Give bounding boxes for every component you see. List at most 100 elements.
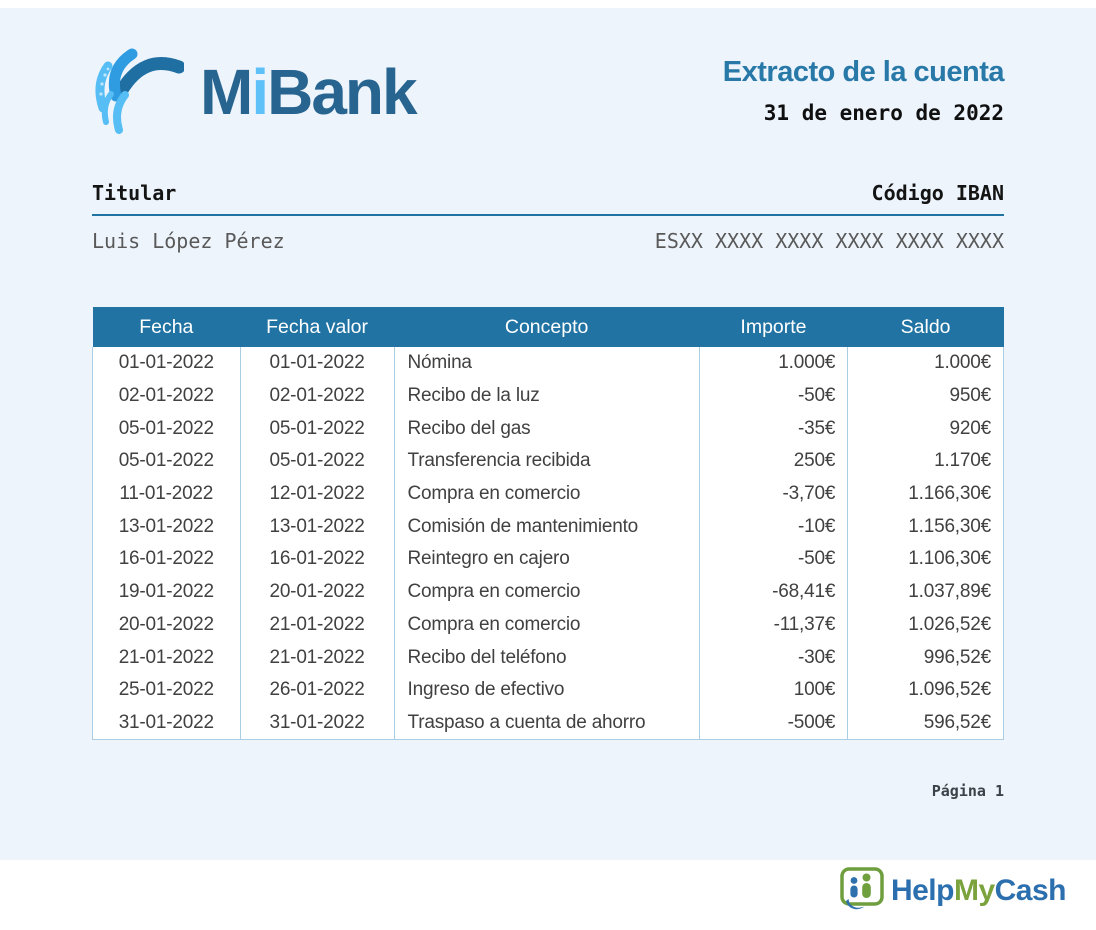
fecha-valor-cell: 16-01-2022 <box>239 543 395 576</box>
fecha-valor-cell: 05-01-2022 <box>239 445 395 478</box>
concepto-cell: Comisión de mantenimiento <box>393 510 700 544</box>
table-row: 01-01-2022 01-01-2022 Nómina 1.000€ 1.000€ <box>92 347 1004 380</box>
table-body: 01-01-2022 01-01-2022 Nómina 1.000€ 1.000€ 02… <box>92 347 1004 741</box>
statement-title: Extracto de la cuenta <box>722 56 1005 88</box>
table-row: 11-01-2022 12-01-2022 Compra en comercio -3… <box>92 477 1004 511</box>
col-header-importe: Importe <box>699 307 848 347</box>
fecha-valor-cell: 26-01-2022 <box>239 673 395 707</box>
concepto-cell: Recibo del gas <box>393 412 700 446</box>
account-divider <box>92 214 1004 216</box>
concepto-cell: Recibo de la luz <box>393 379 700 413</box>
holder-name: Luis López Pérez <box>92 229 285 253</box>
fecha-valor-cell: 21-01-2022 <box>239 641 395 674</box>
importe-cell: -30€ <box>698 641 849 674</box>
importe-cell: 100€ <box>698 673 849 707</box>
fecha-valor-cell: 12-01-2022 <box>239 477 395 511</box>
col-header-concepto: Concepto <box>394 307 700 347</box>
saldo-cell: 996,52€ <box>847 641 1004 674</box>
statement-date: 31 de enero de 2022 <box>763 101 1004 125</box>
table-row: 25-01-2022 26-01-2022 Ingreso de efectivo 1… <box>92 673 1004 707</box>
table-row: 02-01-2022 02-01-2022 Recibo de la luz -50€… <box>92 379 1004 413</box>
col-header-fecha: Fecha <box>92 307 241 347</box>
concepto-cell: Traspaso a cuenta de ahorro <box>393 706 700 741</box>
table-header: Fecha Fecha valor Concepto Importe Saldo <box>92 307 1004 347</box>
fecha-cell: 11-01-2022 <box>92 477 241 511</box>
holder-label: Titular <box>92 181 177 205</box>
table-row: 05-01-2022 05-01-2022 Recibo del gas -35€ 92… <box>92 412 1004 446</box>
bank-statement-page: MiBank Extracto de la cuenta 31 de enero… <box>0 8 1096 860</box>
table-row: 20-01-2022 21-01-2022 Compra en comercio -1… <box>92 608 1004 642</box>
importe-cell: -500€ <box>698 706 849 741</box>
page-number: Página 1 <box>931 782 1004 801</box>
table-row: 05-01-2022 05-01-2022 Transferencia recibi… <box>92 445 1004 478</box>
helpmycash-logo: HelpMyCash <box>839 866 1067 917</box>
saldo-cell: 920€ <box>847 412 1004 446</box>
saldo-cell: 1.026,52€ <box>847 608 1004 642</box>
importe-cell: -3,70€ <box>698 477 849 511</box>
saldo-cell: 1.000€ <box>847 347 1004 380</box>
account-section: Titular Código IBAN Luis López Pérez ESX… <box>92 181 1004 253</box>
fecha-valor-cell: 05-01-2022 <box>239 412 395 446</box>
importe-cell: -50€ <box>698 543 849 576</box>
concepto-cell: Compra en comercio <box>393 608 700 642</box>
fecha-valor-cell: 21-01-2022 <box>239 608 395 642</box>
concepto-cell: Ingreso de efectivo <box>393 673 700 707</box>
fecha-cell: 02-01-2022 <box>92 379 241 413</box>
saldo-cell: 1.037,89€ <box>847 575 1004 609</box>
fecha-valor-cell: 20-01-2022 <box>239 575 395 609</box>
account-labels-row: Titular Código IBAN <box>92 181 1004 205</box>
importe-cell: -11,37€ <box>698 608 849 642</box>
fecha-cell: 19-01-2022 <box>92 575 241 609</box>
fecha-valor-cell: 01-01-2022 <box>239 347 395 380</box>
importe-cell: 250€ <box>698 445 849 478</box>
table-row: 19-01-2022 20-01-2022 Compra en comercio -6… <box>92 575 1004 609</box>
mibank-logo: MiBank <box>92 42 418 141</box>
saldo-cell: 1.096,52€ <box>847 673 1004 707</box>
helpmycash-icon <box>839 866 885 917</box>
fecha-cell: 21-01-2022 <box>92 641 241 674</box>
fecha-cell: 25-01-2022 <box>92 673 241 707</box>
table-row: 21-01-2022 21-01-2022 Recibo del teléfono -… <box>92 641 1004 674</box>
importe-cell: 1.000€ <box>698 347 849 380</box>
concepto-cell: Transferencia recibida <box>393 445 700 478</box>
fecha-cell: 05-01-2022 <box>92 412 241 446</box>
iban-value: ESXX XXXX XXXX XXXX XXXX XXXX <box>654 229 1004 253</box>
helpmycash-wordmark: HelpMyCash <box>890 874 1067 907</box>
concepto-cell: Reintegro en cajero <box>393 543 700 576</box>
iban-label: Código IBAN <box>871 181 1004 205</box>
fecha-cell: 13-01-2022 <box>92 510 241 544</box>
fecha-cell: 05-01-2022 <box>92 445 241 478</box>
fecha-valor-cell: 02-01-2022 <box>239 379 395 413</box>
fecha-valor-cell: 13-01-2022 <box>239 510 395 544</box>
fecha-valor-cell: 31-01-2022 <box>239 706 395 741</box>
transactions-table-wrap: Fecha Fecha valor Concepto Importe Saldo… <box>92 307 1004 741</box>
saldo-cell: 1.156,30€ <box>847 510 1004 544</box>
fecha-cell: 31-01-2022 <box>92 706 241 741</box>
concepto-cell: Recibo del teléfono <box>393 641 700 674</box>
saldo-cell: 1.106,30€ <box>847 543 1004 576</box>
fecha-cell: 20-01-2022 <box>92 608 241 642</box>
table-row: 16-01-2022 16-01-2022 Reintegro en cajero -… <box>92 543 1004 576</box>
saldo-cell: 1.166,30€ <box>847 477 1004 511</box>
concepto-cell: Compra en comercio <box>393 477 700 511</box>
statement-header: MiBank Extracto de la cuenta 31 de enero… <box>92 42 1005 141</box>
mibank-wordmark: MiBank <box>200 55 418 128</box>
fecha-cell: 01-01-2022 <box>92 347 241 380</box>
importe-cell: -68,41€ <box>698 575 849 609</box>
table-row: 13-01-2022 13-01-2022 Comisión de mantenim… <box>92 510 1004 544</box>
fecha-cell: 16-01-2022 <box>92 543 241 576</box>
importe-cell: -50€ <box>698 379 849 413</box>
importe-cell: -10€ <box>698 510 849 544</box>
saldo-cell: 950€ <box>847 379 1004 413</box>
concepto-cell: Compra en comercio <box>393 575 700 609</box>
page-footer: HelpMyCash <box>0 860 1096 922</box>
saldo-cell: 1.170€ <box>847 445 1004 478</box>
col-header-fecha-valor: Fecha valor <box>240 307 395 347</box>
table-row: 31-01-2022 31-01-2022 Traspaso a cuenta de… <box>92 706 1004 741</box>
splash-icon <box>92 42 186 141</box>
concepto-cell: Nómina <box>393 347 700 380</box>
saldo-cell: 596,52€ <box>847 706 1004 741</box>
statement-title-block: Extracto de la cuenta 31 de enero de 202… <box>722 42 1005 125</box>
importe-cell: -35€ <box>698 412 849 446</box>
col-header-saldo: Saldo <box>847 307 1004 347</box>
